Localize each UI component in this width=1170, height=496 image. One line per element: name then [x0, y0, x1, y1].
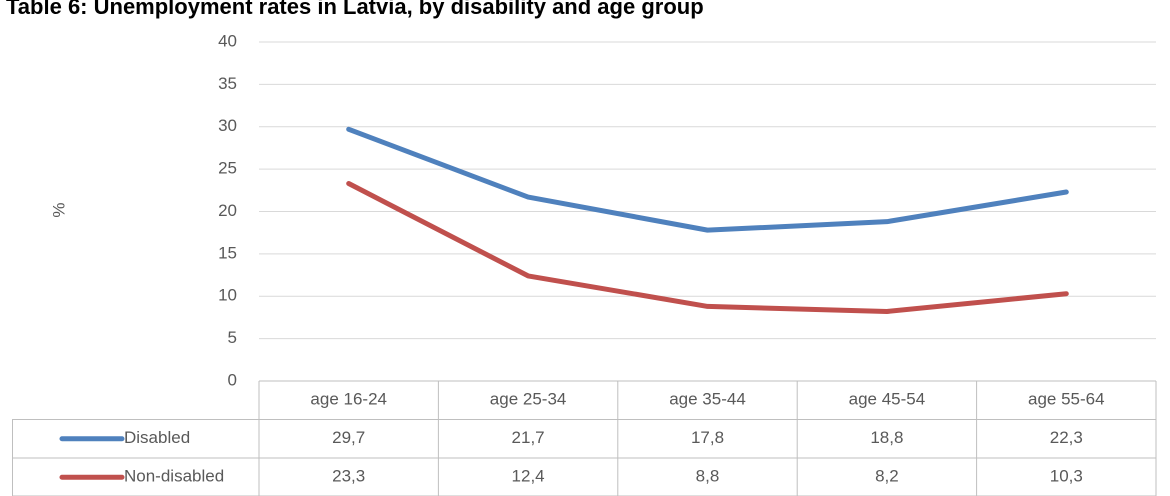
table-value: 18,8: [870, 428, 903, 447]
table-value: 22,3: [1050, 428, 1083, 447]
y-tick-label: 30: [218, 116, 237, 135]
x-tick-label: age 16-24: [310, 390, 387, 409]
table-value: 10,3: [1050, 467, 1083, 486]
x-tick-label: age 55-64: [1028, 390, 1105, 409]
y-tick-label: 5: [228, 328, 237, 347]
x-tick-label: age 25-34: [490, 390, 567, 409]
series-line: [346, 181, 1069, 315]
y-tick-label: 35: [218, 74, 237, 93]
y-tick-label: 0: [228, 370, 237, 389]
y-tick-label: 40: [218, 31, 237, 50]
y-tick-label: 20: [218, 201, 237, 220]
legend-label: Disabled: [124, 428, 190, 447]
series-line: [346, 126, 1069, 233]
table-value: 23,3: [332, 467, 365, 486]
chart-title: Table 6: Unemployment rates in Latvia, b…: [6, 0, 704, 19]
x-tick-label: age 45-54: [849, 390, 926, 409]
y-tick-label: 25: [218, 159, 237, 178]
legend-label: Non-disabled: [124, 467, 224, 486]
table-value: 29,7: [332, 428, 365, 447]
y-axis-label: %: [49, 202, 68, 217]
table-value: 8,2: [875, 467, 899, 486]
table-value: 12,4: [512, 467, 545, 486]
y-tick-label: 10: [218, 286, 237, 305]
table-value: 8,8: [696, 467, 720, 486]
x-tick-label: age 35-44: [669, 390, 746, 409]
y-tick-label: 15: [218, 243, 237, 262]
table-value: 21,7: [512, 428, 545, 447]
table-value: 17,8: [691, 428, 724, 447]
